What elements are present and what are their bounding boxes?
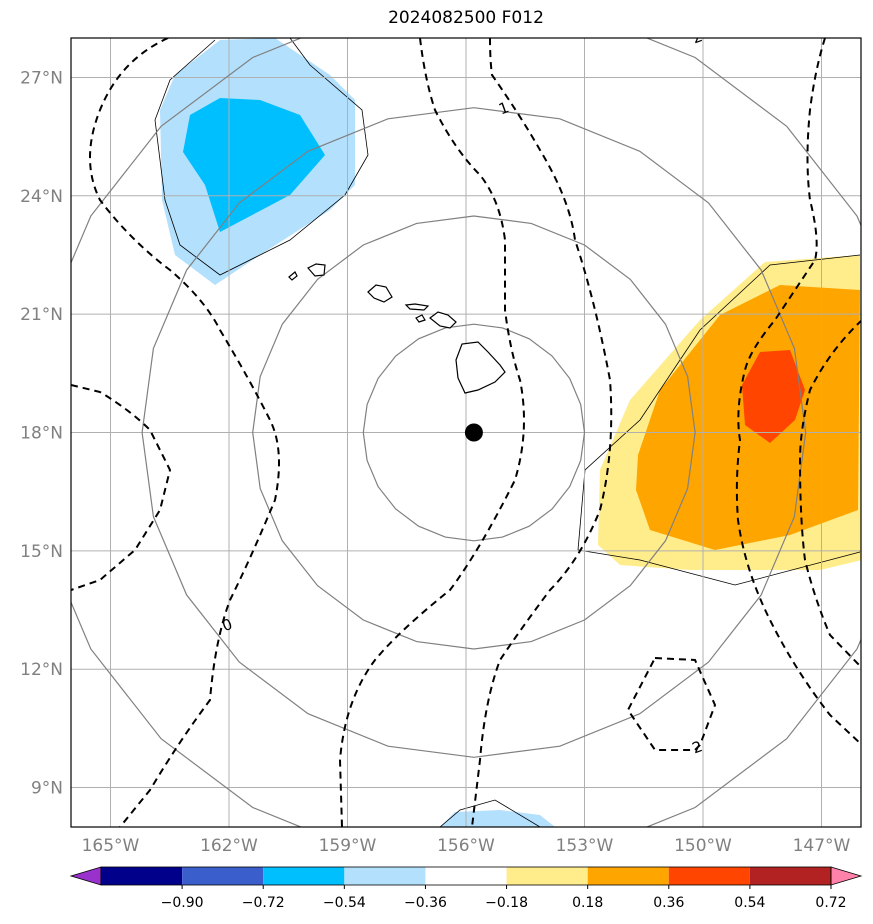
colorbar: −0.90 −0.72 −0.54 −0.36 −0.18 0.18 0.36 0.54 0.7… [69, 866, 863, 911]
range-ring [141, 107, 807, 758]
lat-tick-label: 15°N [20, 542, 63, 562]
storm-center-marker [464, 423, 483, 442]
colorbar-swatch [344, 867, 426, 885]
island-maui [429, 311, 457, 329]
hawaiian-islands [288, 263, 506, 394]
map-frame [70, 37, 862, 828]
colorbar-level-label: −0.36 [404, 895, 447, 911]
lat-tick-label: 21°N [20, 305, 63, 325]
colorbar-level-label: −0.90 [161, 895, 204, 911]
lon-tick-label: 150°W [674, 836, 732, 856]
contour-label: 0 [220, 615, 235, 635]
map-title: 2024082500 F012 [388, 8, 544, 28]
colorbar-swatch [506, 867, 588, 885]
colorbar-swatch [425, 867, 507, 885]
contour-label: 1 [496, 98, 511, 118]
colorbar-swatch [668, 867, 750, 885]
colorbar-swatch [182, 867, 264, 885]
lat-tick-label: 24°N [20, 187, 63, 207]
shaded-field-positive [598, 255, 861, 570]
lon-tick-label: 156°W [437, 836, 495, 856]
range-rings [71, 38, 861, 827]
lon-tick-label: 165°W [82, 836, 140, 856]
range-ring [71, 38, 861, 827]
island-lanai [415, 314, 426, 323]
colorbar-swatch [749, 867, 831, 885]
island-oahu [367, 284, 393, 303]
island-molokai [404, 303, 430, 311]
island-niihau [288, 271, 298, 281]
colorbar-level-label: −0.54 [323, 895, 366, 911]
colorbar-extend-low [69, 866, 102, 886]
colorbar-level-label: 0.36 [653, 895, 684, 911]
island-hawaii [455, 341, 506, 394]
dashed-isolines [71, 38, 861, 827]
lon-tick-label: 162°W [200, 836, 258, 856]
lat-tick-label: 9°N [31, 779, 63, 799]
colorbar-level-label: −0.72 [242, 895, 285, 911]
colorbar-level-label: 0.18 [572, 895, 603, 911]
colorbar-level-label: −0.18 [485, 895, 528, 911]
colorbar-swatch [587, 867, 669, 885]
range-ring [252, 215, 696, 650]
shaded-field-negative [160, 38, 555, 827]
lat-tick-label: 27°N [20, 68, 63, 88]
colorbar-level-label: 0.54 [734, 895, 765, 911]
contour-label: 2 [690, 27, 705, 47]
island-kauai [307, 263, 326, 277]
lon-tick-label: 159°W [319, 836, 377, 856]
colorbar-swatch [263, 867, 345, 885]
lat-tick-label: 18°N [20, 424, 63, 444]
colorbar-level-label: 0.72 [815, 895, 846, 911]
axis-tick-labels: 165°W 162°W 159°W 156°W 153°W 150°W 147°W 27°N 2… [20, 68, 850, 856]
lat-tick-label: 12°N [20, 660, 63, 680]
colorbar-swatch [101, 867, 183, 885]
map-gridlines [71, 38, 861, 827]
colorbar-outline [100, 866, 832, 886]
lon-tick-label: 147°W [793, 836, 851, 856]
thin-contours [154, 38, 861, 827]
range-ring [362, 323, 586, 542]
lon-tick-label: 153°W [556, 836, 614, 856]
colorbar-extend-high [830, 866, 863, 886]
